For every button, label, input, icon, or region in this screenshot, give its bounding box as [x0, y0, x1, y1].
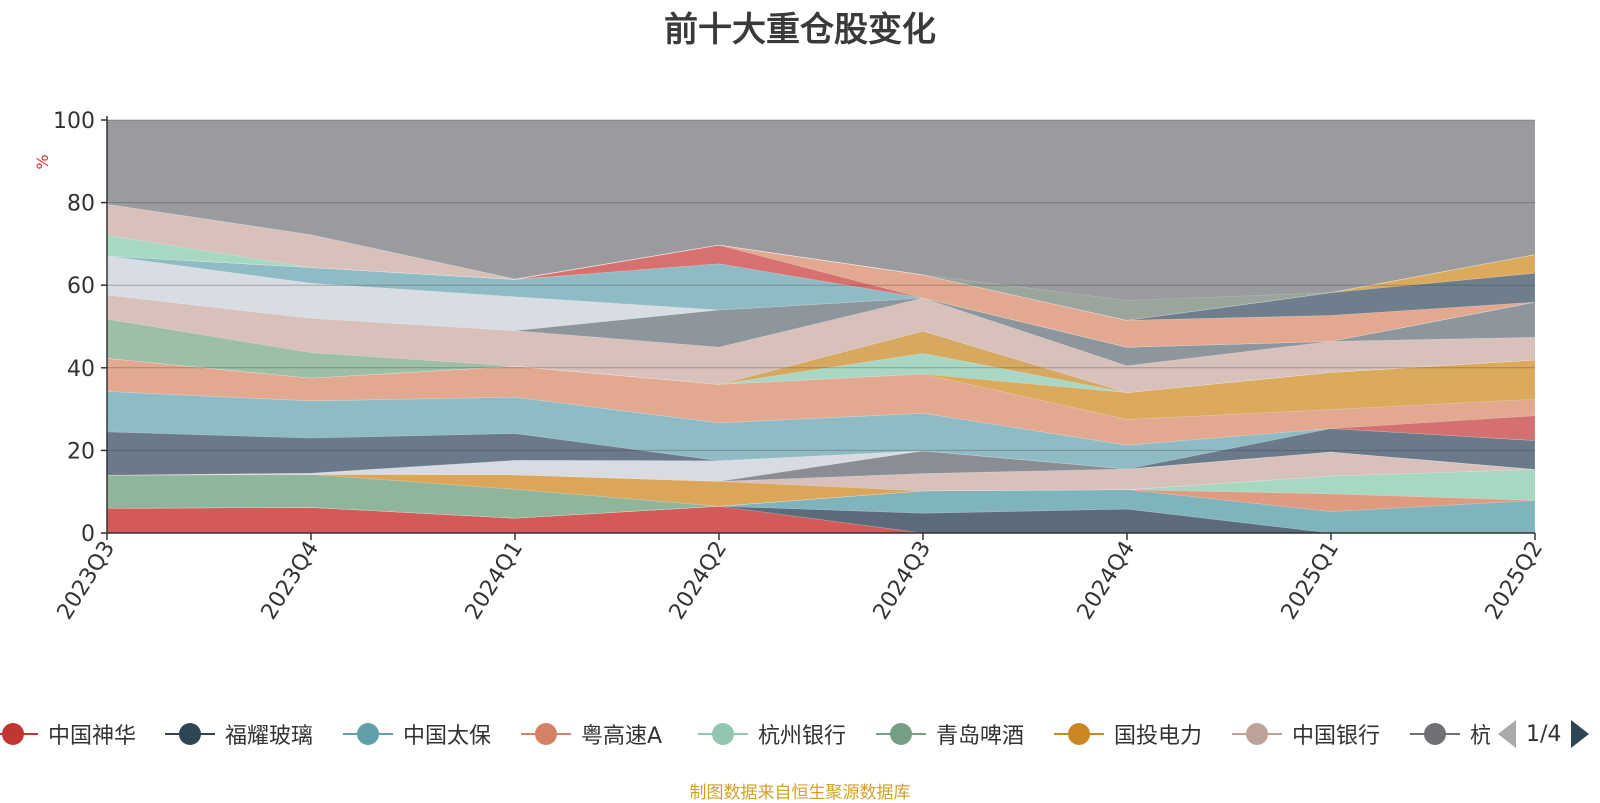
legend-item[interactable]: 杭州银行: [698, 716, 846, 752]
legend: 中国神华 福耀玻璃 中国太保 粤高速A 杭州银行 青岛啤酒 国投电力 中国银行 杭: [0, 716, 1490, 752]
x-tick-label: 2024Q3: [869, 537, 936, 624]
legend-swatch-icon: [1232, 722, 1282, 746]
legend-swatch-icon: [521, 722, 571, 746]
legend-label: 中国太保: [403, 724, 492, 749]
legend-label: 福耀玻璃: [225, 724, 314, 749]
legend-swatch-icon: [698, 722, 748, 746]
legend-label: 国投电力: [1114, 724, 1203, 749]
y-tick-label: 80: [67, 192, 95, 217]
legend-item[interactable]: 国投电力: [1054, 716, 1202, 752]
legend-item[interactable]: 中国神华: [0, 716, 136, 752]
grid-lines: [107, 119, 1535, 451]
legend-item[interactable]: 中国太保: [343, 716, 491, 752]
legend-label: 杭州银行: [758, 724, 847, 749]
legend-swatch-icon: [1410, 722, 1460, 746]
legend-swatch-icon: [165, 722, 215, 746]
y-axis-label: %: [33, 154, 52, 169]
legend-pager: 1/4: [1498, 716, 1590, 752]
legend-item[interactable]: 中国银行: [1232, 716, 1380, 752]
y-tick-label: 60: [67, 274, 95, 299]
x-tick-label: 2023Q3: [53, 537, 120, 624]
legend-swatch-icon: [343, 722, 393, 746]
legend-item[interactable]: 青岛啤酒: [876, 716, 1024, 752]
x-tick-label: 2025Q2: [1481, 537, 1548, 624]
x-tick-label: 2024Q4: [1073, 537, 1140, 624]
area-series-28: [106, 203, 1536, 321]
legend-page-indicator: 1/4: [1526, 721, 1562, 747]
legend-swatch-icon: [876, 722, 926, 746]
legend-label: 中国神华: [48, 724, 137, 749]
y-tick-label: 100: [53, 109, 95, 134]
area-series-group: [106, 120, 1536, 534]
chart-title: 前十大重仓股变化: [664, 10, 936, 50]
x-tick-label: 2024Q1: [461, 537, 528, 624]
y-tick-label: 40: [67, 357, 95, 382]
x-tick-label: 2023Q4: [257, 537, 324, 624]
next-page-icon[interactable]: [1571, 720, 1590, 748]
area-chart: 0 20 40 60 80 100 2023Q3 2023Q4 2024Q1 2024Q2 2024…: [33, 109, 1548, 624]
legend-item[interactable]: 福耀玻璃: [165, 716, 313, 752]
previous-page-icon[interactable]: [1498, 720, 1516, 748]
area-series-29: [106, 203, 1536, 321]
legend-label: 杭: [1470, 724, 1490, 749]
area-series-19: [106, 294, 1536, 393]
legend-label: 中国银行: [1292, 724, 1381, 749]
legend-swatch-icon: [0, 722, 38, 746]
legend-label: 青岛啤酒: [936, 724, 1025, 749]
legend-item[interactable]: 杭: [1410, 716, 1490, 752]
legend-swatch-icon: [1054, 722, 1104, 746]
legend-label: 粤高速A: [581, 724, 663, 749]
legend-item[interactable]: 粤高速A: [521, 716, 662, 752]
x-tick-label: 2024Q2: [665, 537, 732, 624]
source-note: 制图数据来自恒生聚源数据库: [689, 783, 911, 803]
y-tick-label: 0: [81, 522, 95, 547]
y-tick-label: 20: [67, 439, 95, 464]
x-tick-label: 2025Q1: [1277, 537, 1344, 624]
